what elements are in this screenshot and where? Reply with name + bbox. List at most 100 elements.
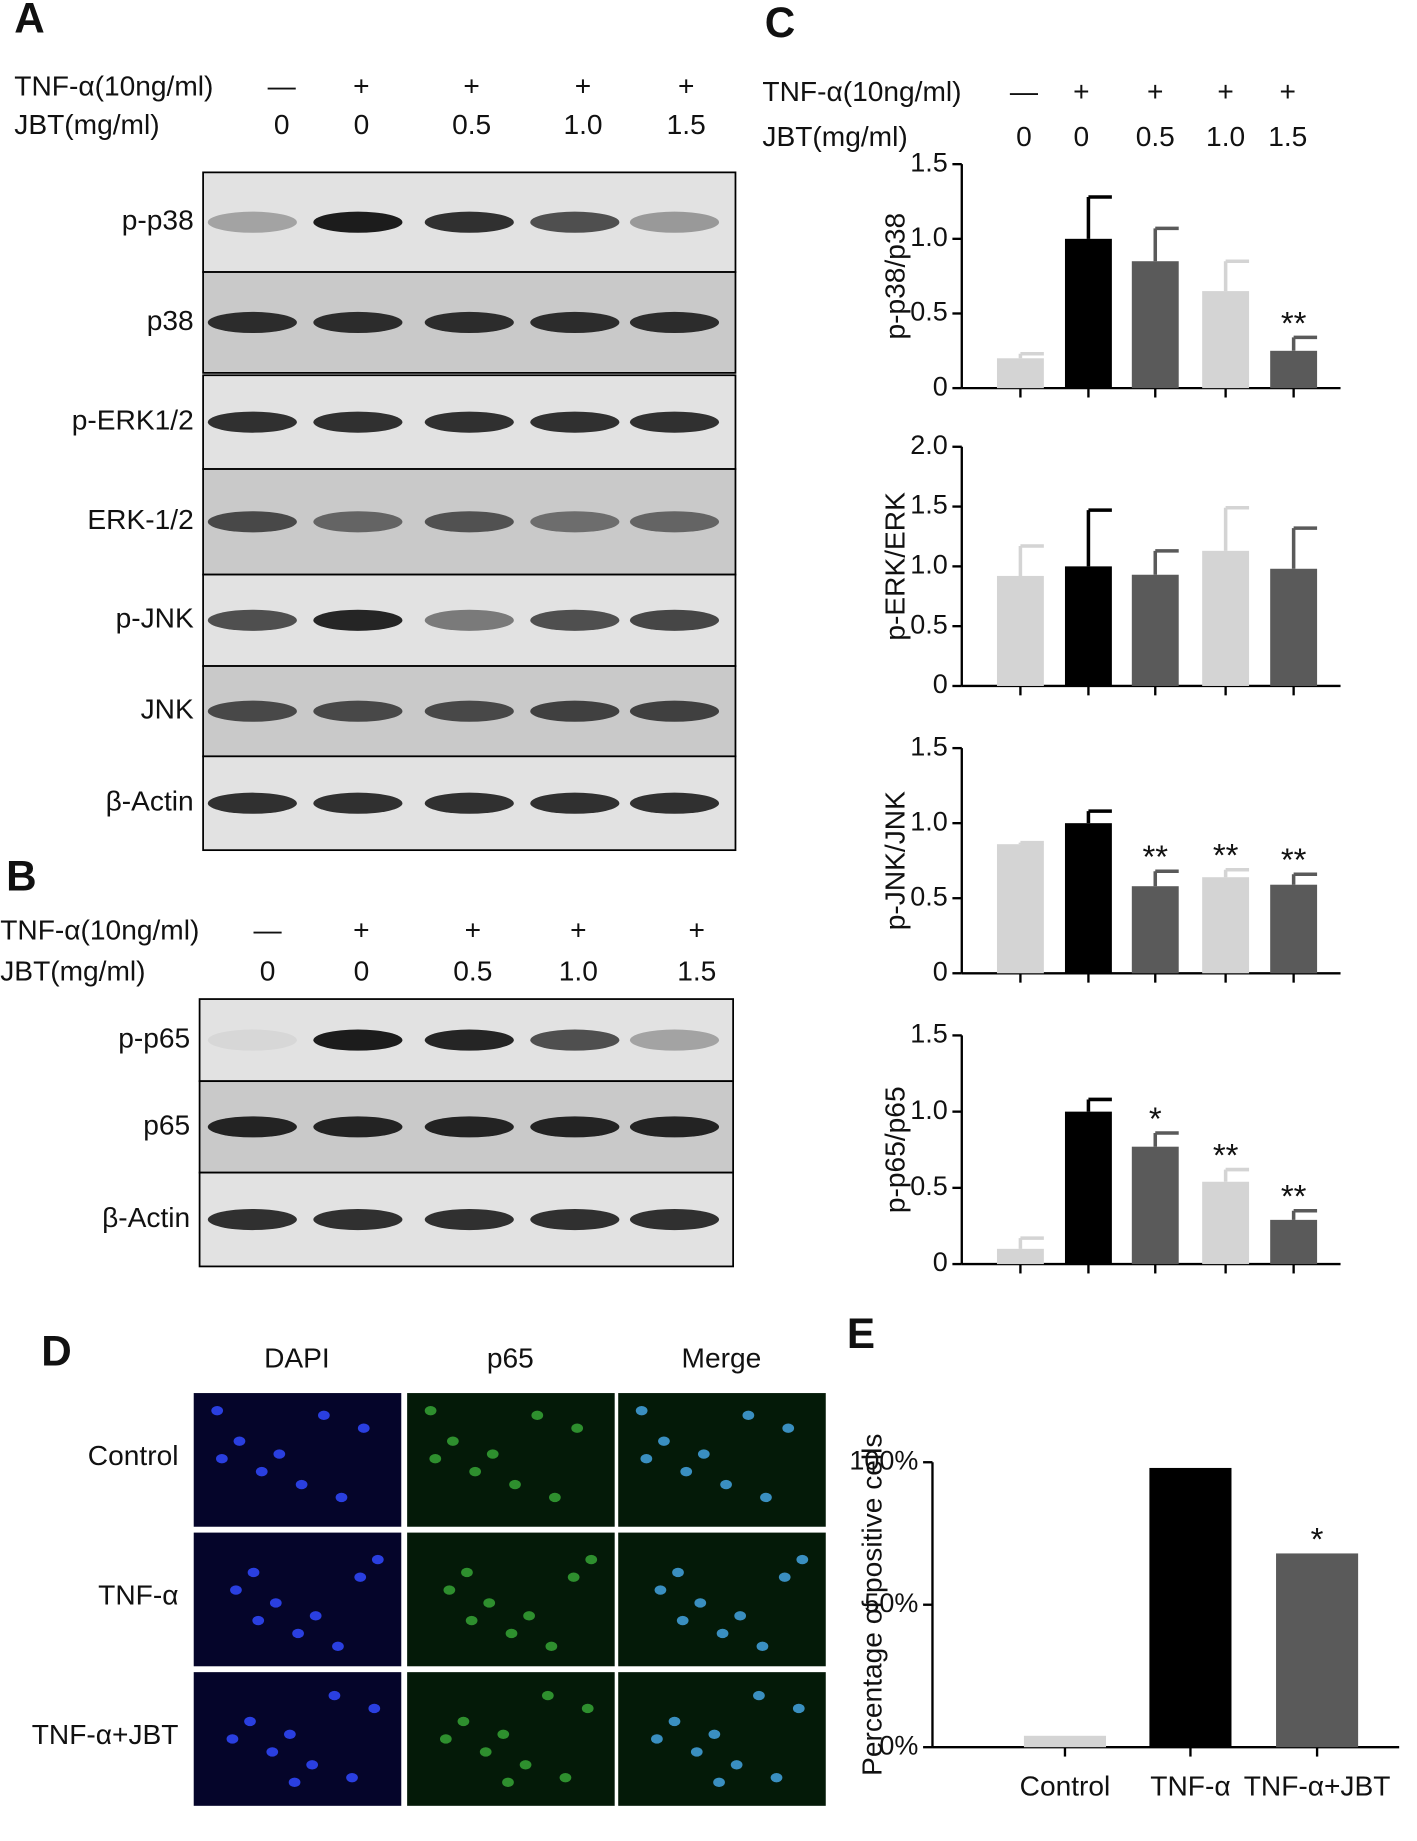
jbt-dose: 0: [274, 109, 290, 140]
nucleus: [465, 1615, 478, 1626]
band: [629, 1029, 720, 1051]
error-bar: [1086, 508, 1112, 567]
nucleus: [680, 1466, 693, 1477]
nucleus: [318, 1410, 330, 1421]
nucleus: [483, 1598, 496, 1608]
nucleus: [531, 1410, 544, 1421]
band-label: p-p38: [122, 205, 194, 236]
nucleus: [697, 1449, 710, 1459]
bar: [1202, 1181, 1250, 1265]
nucleus: [635, 1405, 648, 1416]
band: [313, 511, 403, 533]
band: [424, 1208, 514, 1231]
error-bar: [1291, 526, 1318, 569]
jbt-dose: 0.5: [452, 109, 491, 140]
nucleus: [668, 1716, 681, 1727]
tnf-sign: +: [678, 70, 694, 101]
band: [207, 700, 297, 722]
y-tick-label: 1.5: [910, 731, 948, 761]
nucleus: [284, 1729, 296, 1739]
nucleus: [792, 1703, 805, 1714]
nucleus: [247, 1567, 260, 1578]
error-bar: [1153, 226, 1179, 262]
band: [313, 792, 403, 814]
micrograph: [618, 1393, 826, 1527]
error-bar: [1291, 1208, 1318, 1220]
tnf-sign: +: [465, 915, 481, 946]
nucleus: [760, 1492, 772, 1503]
bar: [1131, 886, 1179, 974]
tnf-sign: +: [353, 915, 369, 946]
jbt-dose: 0.5: [1136, 121, 1175, 152]
y-tick-label: 1.0: [910, 1095, 948, 1125]
band: [629, 511, 720, 533]
band: [530, 792, 620, 814]
bar: [1270, 568, 1318, 686]
nucleus: [581, 1703, 594, 1714]
tnf-sign: +: [1217, 76, 1233, 107]
nucleus: [742, 1410, 755, 1421]
bar: [1202, 877, 1250, 974]
row-label: TNF-α(10ng/ml): [14, 70, 213, 101]
nucleus: [676, 1615, 689, 1626]
bar: [1064, 823, 1112, 974]
band: [530, 311, 620, 334]
column-label: p65: [487, 1343, 534, 1374]
band: [629, 1208, 720, 1231]
y-axis-label: p-JNK/JNK: [880, 791, 911, 930]
nucleus: [654, 1585, 667, 1595]
column-label: Merge: [682, 1343, 762, 1374]
band: [313, 1208, 403, 1231]
nucleus: [519, 1760, 532, 1770]
bar: [1270, 350, 1318, 389]
nucleus: [211, 1405, 224, 1416]
tnf-sign: —: [1010, 76, 1039, 107]
band: [629, 1116, 720, 1138]
nucleus: [523, 1611, 535, 1621]
nucleus: [443, 1585, 456, 1595]
nucleus: [509, 1479, 521, 1490]
error-bar: [1086, 809, 1112, 824]
error-bar: [1223, 867, 1250, 878]
y-axis-label: p-p38/p38: [880, 213, 911, 340]
nucleus: [461, 1567, 473, 1578]
nucleus: [469, 1466, 482, 1477]
nucleus: [346, 1772, 358, 1783]
tnf-sign: +: [689, 915, 705, 946]
micrograph: [193, 1532, 402, 1667]
row-label: JBT(mg/ml): [762, 121, 907, 152]
band-label: p-JNK: [116, 603, 194, 634]
x-tick-label: TNF-α+JBT: [1244, 1771, 1391, 1802]
band-label: p65: [143, 1109, 190, 1140]
band: [424, 211, 514, 233]
column-label: DAPI: [264, 1343, 330, 1374]
bar: [1064, 566, 1112, 686]
y-tick-label: 0: [933, 1247, 948, 1277]
nucleus: [549, 1492, 561, 1503]
band: [313, 211, 403, 233]
nucleus: [288, 1777, 301, 1788]
y-tick-label: 0.5: [910, 881, 948, 911]
y-tick-label: 1.0: [910, 549, 948, 579]
nucleus: [730, 1760, 743, 1770]
y-axis-label: Percentage of positive cells: [856, 1434, 887, 1776]
jbt-dose: 0: [1074, 121, 1090, 152]
significance-mark: **: [1213, 1137, 1239, 1174]
nucleus: [571, 1423, 584, 1433]
nucleus: [713, 1777, 725, 1788]
nucleus: [273, 1449, 286, 1459]
micrograph: [407, 1393, 615, 1527]
error-bar: [1018, 1236, 1044, 1249]
significance-mark: **: [1281, 304, 1307, 341]
band: [530, 511, 620, 533]
band: [530, 609, 620, 631]
y-tick-label: 100%: [849, 1445, 918, 1475]
panel-letter: B: [6, 853, 36, 900]
y-tick-label: 1.0: [910, 222, 948, 252]
row-label: Control: [88, 1440, 179, 1471]
nucleus: [708, 1729, 721, 1739]
nucleus: [368, 1703, 381, 1714]
band: [313, 609, 403, 631]
tnf-sign: —: [254, 915, 283, 946]
bar: [1131, 574, 1179, 686]
